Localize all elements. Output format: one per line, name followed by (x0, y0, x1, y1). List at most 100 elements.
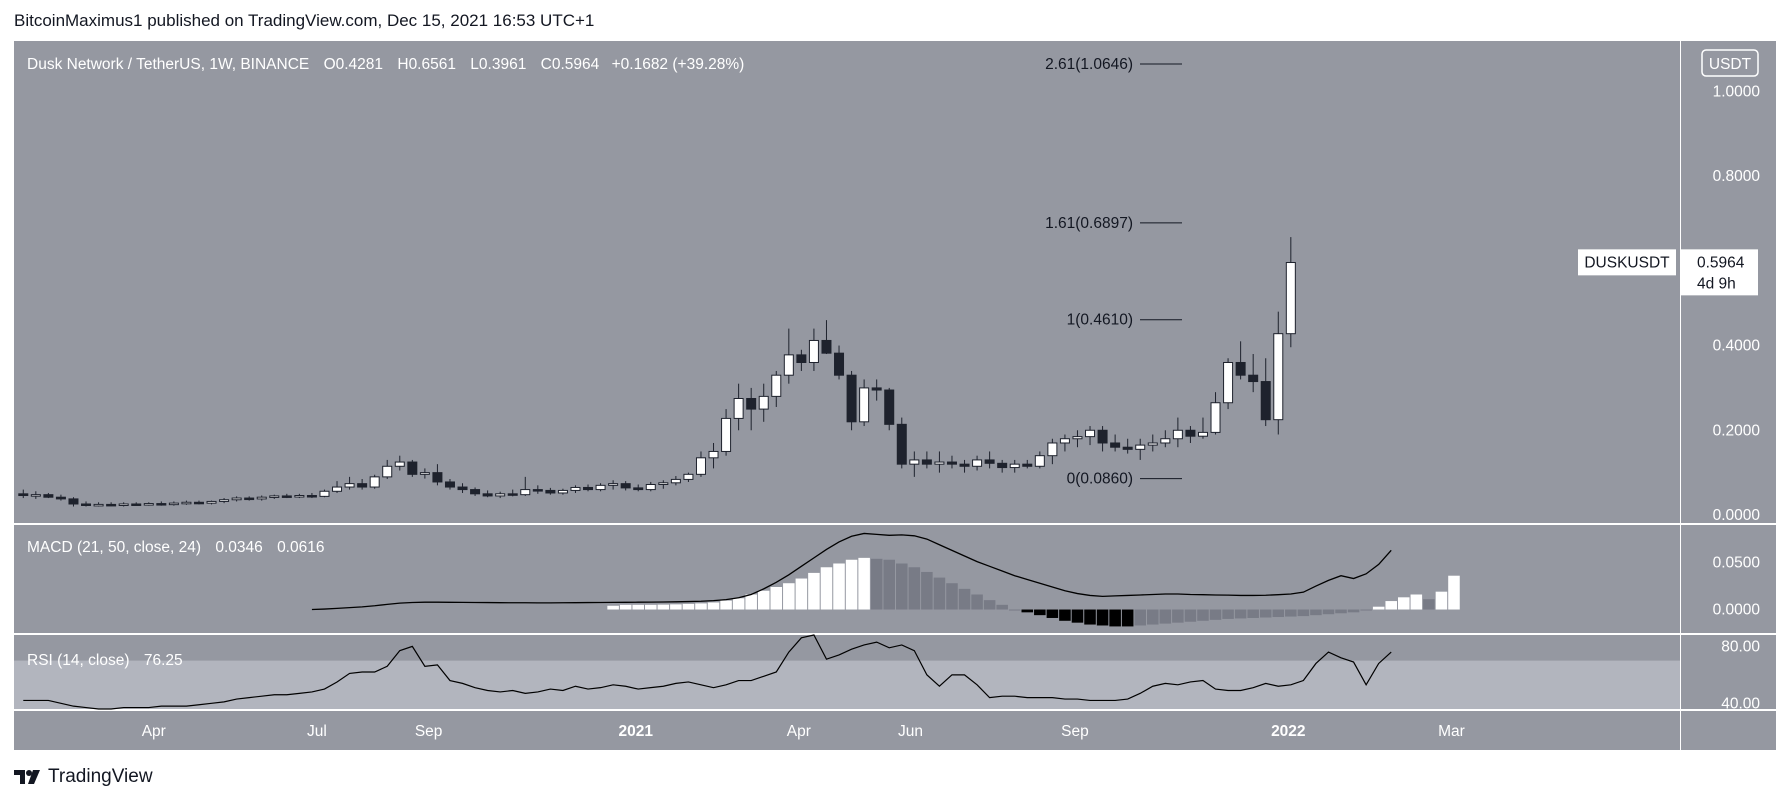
candle-body (708, 450, 719, 459)
candle-body (721, 417, 732, 452)
macd-hist-bar (745, 594, 757, 610)
rsi-axis-pane[interactable] (1681, 635, 1776, 709)
macd-hist-bar (933, 577, 946, 610)
macd-hist-bar (1272, 609, 1285, 618)
price-tick-label: 0.2000 (1713, 422, 1761, 439)
macd-hist-bar (1034, 609, 1046, 616)
time-tick-label: Mar (1438, 723, 1465, 740)
candle-body (106, 503, 117, 507)
time-tick-label: Sep (415, 723, 443, 740)
tradingview-logo-icon (14, 770, 40, 784)
candle-body (507, 493, 518, 496)
candle-body (55, 496, 66, 500)
candle-body (444, 481, 455, 488)
macd-hist-bar (820, 567, 833, 610)
candle-body (319, 490, 330, 497)
macd-hist-bar (808, 572, 820, 610)
macd-hist-bar (1285, 609, 1297, 617)
macd-tick-label: 0.0000 (1713, 602, 1761, 619)
macd-hist-bar (1159, 609, 1172, 624)
macd-hist-bar (983, 600, 996, 610)
candle-body (934, 461, 945, 465)
candle-body (1135, 444, 1146, 450)
candle-body (658, 482, 669, 485)
candle-body (382, 465, 393, 478)
macd-hist-bar (1184, 609, 1197, 622)
candle-body (545, 489, 556, 494)
macd-hist-bar (619, 604, 632, 610)
macd-hist-bar (1360, 609, 1372, 611)
candle-body (1185, 429, 1196, 437)
macd-hist-bar (996, 604, 1008, 610)
rsi-band (14, 660, 1680, 709)
price-pane[interactable] (14, 41, 1680, 523)
candle-body (131, 503, 142, 506)
macd-series (311, 532, 1460, 627)
footer-brand: TradingView (48, 766, 153, 787)
candle-body (758, 395, 769, 410)
currency-badge[interactable]: USDT (1701, 49, 1759, 77)
candle-body (181, 501, 192, 505)
corner-pane (1681, 711, 1776, 750)
open-value: 0.4281 (336, 56, 383, 73)
candle-body (1122, 446, 1133, 450)
candle-body (18, 493, 29, 497)
candle-body (633, 487, 644, 491)
candle-body (1072, 436, 1083, 440)
fib-label: 0(0.0860) (1067, 471, 1133, 488)
macd-axis-pane[interactable] (1681, 525, 1776, 633)
candle-body (344, 483, 355, 488)
macd-hist-bar (607, 605, 619, 610)
candle-body (733, 398, 744, 419)
candle-body (118, 503, 129, 506)
price-tick-label: 0.8000 (1713, 168, 1761, 185)
candles (18, 237, 1296, 507)
macd-hist-bar (870, 558, 883, 610)
macd-hist-bar (695, 603, 707, 610)
time-axis: Apr Jul Sep 2021 Apr Jun Sep 2022 Mar (142, 723, 1465, 740)
time-tick-label: Apr (787, 723, 811, 740)
time-tick-label: Jul (307, 723, 327, 740)
candle-body (557, 489, 568, 494)
rsi-tick-label: 40.00 (1721, 695, 1760, 712)
candle-body (909, 459, 920, 465)
macd-hist-bar (1423, 599, 1435, 610)
time-axis-pane[interactable] (14, 711, 1680, 750)
macd-hist-bar (1008, 609, 1021, 611)
macd-hist-bar (921, 571, 933, 610)
macd-hist-bar (645, 604, 657, 610)
candle-body (1210, 402, 1221, 433)
macd-hist-bar (1335, 609, 1347, 614)
macd-hist-bar (757, 590, 770, 610)
candle-body (1085, 429, 1096, 438)
macd-hist-bar (1046, 609, 1059, 618)
rsi-value: 76.25 (144, 652, 183, 669)
macd-hist-bar (1109, 609, 1121, 627)
candle-body (1273, 333, 1284, 421)
candle-body (294, 495, 305, 498)
candle-body (81, 503, 92, 506)
currency-label: USDT (1709, 56, 1752, 73)
candle-body (896, 423, 907, 465)
candle-body (1110, 442, 1121, 448)
macd-hist-bar (1385, 601, 1397, 610)
candle-body (43, 494, 54, 498)
candle-body (1097, 429, 1108, 444)
macd-hist-bar (657, 604, 670, 610)
macd-hist-bar (1071, 609, 1084, 623)
candle-body (796, 354, 807, 363)
close-value: 0.5964 (552, 56, 600, 73)
candle-body (1260, 381, 1271, 421)
candle-body (193, 501, 204, 505)
macd-hist-bar (1322, 609, 1335, 615)
high-value: 0.6561 (409, 56, 456, 73)
candle-body (470, 489, 481, 495)
candle-body (595, 484, 606, 491)
candle-body (1160, 438, 1171, 444)
candle-body (583, 486, 594, 491)
candle-body (608, 483, 619, 486)
tradingview-logo[interactable]: TradingView (14, 766, 153, 788)
macd-hist-bar (1121, 609, 1134, 627)
pane-separators (14, 41, 1776, 750)
